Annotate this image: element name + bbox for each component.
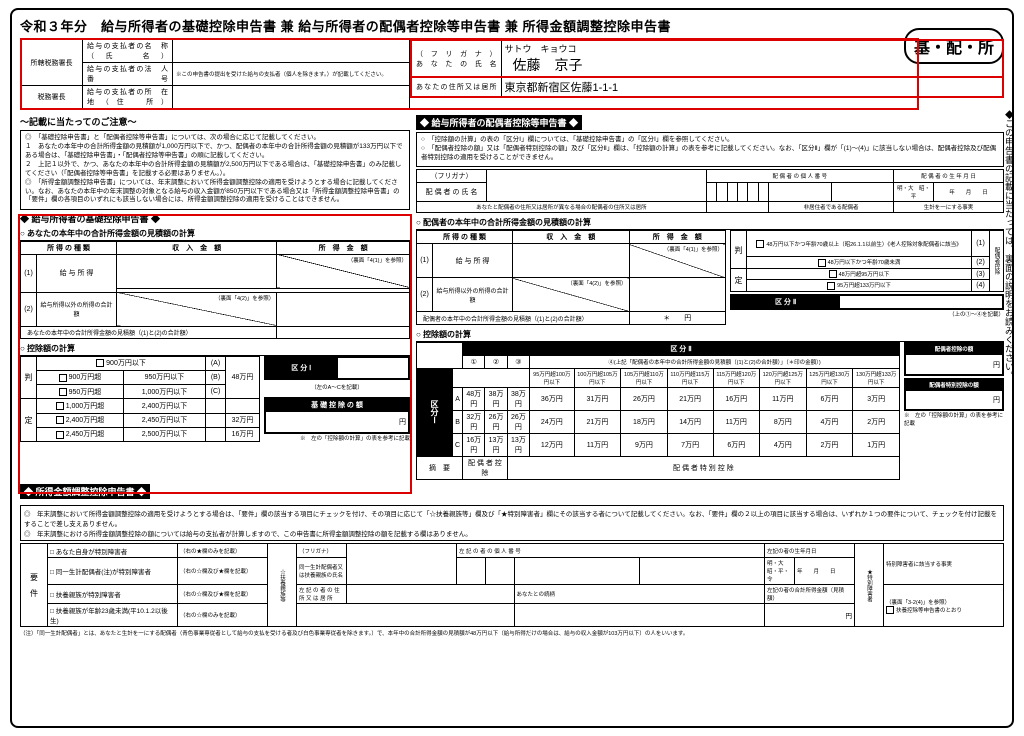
furigana-label: （フリガナ）あなたの氏名 [411, 40, 501, 77]
basic-sub1: ○ あなたの本年中の合計所得金額の見積額の計算 [20, 227, 410, 241]
adjust-title: ◆ 所得金額調整控除申告書 ◆ [20, 484, 150, 499]
payer-addr-label: 給与の支払者の所 在 地（住 所） [83, 86, 173, 109]
form-document: 令和３年分 給与所得者の基礎控除申告書 兼 給与所得者の配偶者控除等申告書 兼 … [10, 8, 1014, 728]
spouse-income-table: 所 得 の 種 類収 入 金 額所 得 金 額 (1)給 与 所 得 （裏面「4… [416, 230, 726, 325]
spouse-judge-table: 判48万円以下かつ年齢70歳以上（昭26.1.1以前生）《老人控除対象配偶者に該… [730, 230, 1004, 292]
income-1-in[interactable] [117, 254, 277, 288]
adjust-intro: ◎ 年末調整において所得金額調整控除の適用を受けようとする場合は、「要件」欄の該… [20, 505, 1004, 541]
income-2-amt[interactable] [277, 292, 410, 326]
basic-income-table: 所 得 の 種 類収 入 金 額所 得 金 額 (1)給 与 所 得 （裏面「4… [20, 241, 410, 339]
document-title: 令和３年分 給与所得者の基礎控除申告書 兼 給与所得者の配偶者控除等申告書 兼 … [20, 16, 1004, 35]
deduction-grid: 区 分 Ⅱ ①②③ ④(上記「配偶者の本年中の合計所得金額の見積額（(1)と(2… [416, 342, 900, 480]
kubun1-field[interactable] [337, 357, 409, 379]
dep-addr-field[interactable] [347, 585, 515, 604]
notes-heading: ～記載に当たってのご注意～ [20, 115, 410, 128]
basic-title: ◆ 給与所得者の基礎控除申告書 ◆ [20, 212, 410, 225]
basic-deduction-field[interactable]: 円 [265, 411, 409, 433]
your-addr-field[interactable]: 東京都新宿区佐藤1-1-1 [501, 77, 1003, 97]
addr-label: あなたの住所又は居所 [411, 77, 501, 97]
sp-total[interactable]: ＊ 円 [629, 312, 725, 325]
payer-num-label: 給与の支払者の法 人 番 号 [83, 63, 173, 86]
spouse-info-table: （フリガナ） 配 偶 者 の 個 人 番 号配 偶 者 の 生 年 月 日 配 … [416, 169, 1004, 213]
spouse-intro: ○ 「控除額の計算」の表の「区分Ⅰ」欄については、「基礎控除申告書」の「区分Ⅰ」… [416, 132, 1004, 167]
office-chief-label: 所轄税務署長 [21, 40, 83, 86]
income-total[interactable] [277, 326, 410, 338]
payer-num-field[interactable]: ※この申告書の提出を受けた給与の支払者（個人を除きます。）が記載してください。 [173, 63, 410, 86]
spouse-title: ◆ 給与所得者の配偶者控除等申告書 ◆ [416, 115, 582, 130]
kubun2-field[interactable] [840, 295, 1003, 309]
spouse-spded-field[interactable]: 円 [905, 390, 1003, 410]
dep-addr-val[interactable] [297, 604, 515, 627]
your-name-field[interactable]: サトウ キョウコ佐藤 京子 [501, 40, 1003, 77]
dep-name-field[interactable] [347, 544, 457, 585]
payer-addr-field[interactable] [173, 86, 410, 109]
requirements-table: 要 件 □ あなた自身が特別障害者（右の★欄のみを記載） ☆扶養親族等 （フリガ… [20, 543, 1004, 627]
side-note: ◆この申告書の記載に当たっては、裏面の説明をお読みください。 [1003, 110, 1016, 610]
basic-sub2: ○ 控除額の計算 [20, 342, 410, 356]
sp-in-1[interactable] [513, 244, 630, 278]
payer-name-field[interactable] [173, 40, 410, 63]
spouse-name-field[interactable] [487, 170, 707, 202]
notes-box: ◎ 「基礎控除申告書」と「配偶者控除等申告書」については、次の場合に応じて記載し… [20, 130, 410, 210]
footnote: （注）「同一生計配偶者」とは、あなたと生計を一にする配偶者（青色事業専従者として… [20, 629, 1004, 637]
header-section: 所轄税務署長 給与の支払者の名 称（氏 名） 給与の支払者の法 人 番 号 ※こ… [20, 39, 1004, 109]
deduction-brackets: 判 900万円以下(A)48万円 900万円超950万円以下(B) 950万円超… [20, 356, 260, 443]
sp-in-2[interactable] [629, 278, 725, 312]
spouse-ded-field[interactable]: 円 [905, 355, 1003, 375]
spouse-addr-field[interactable] [706, 202, 768, 213]
tax-office-label: 税務署長 [21, 86, 83, 109]
payer-name-label: 給与の支払者の名 称（氏 名） [83, 40, 173, 63]
